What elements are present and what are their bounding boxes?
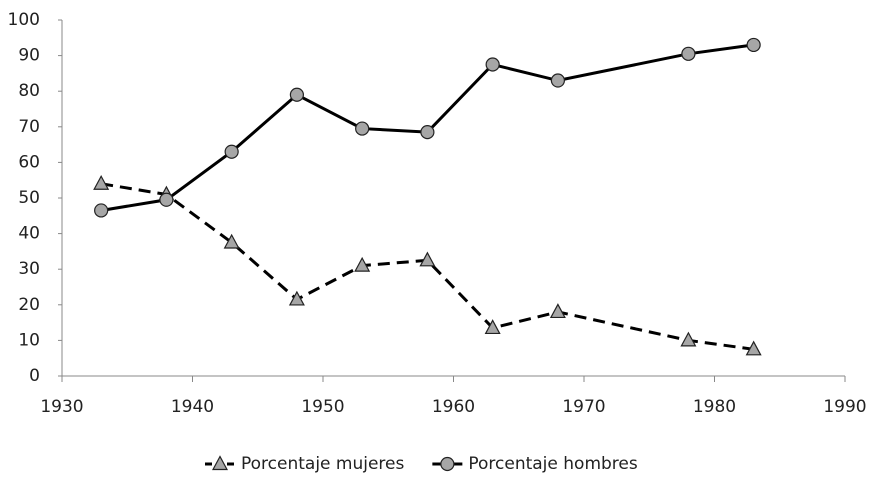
legend-marker bbox=[440, 456, 455, 472]
y-tick-label: 10 bbox=[18, 330, 40, 350]
x-tick-label: 1990 bbox=[823, 397, 866, 417]
point bbox=[745, 340, 762, 356]
point bbox=[94, 203, 109, 218]
series-line bbox=[100, 43, 754, 212]
y-tick-label: 80 bbox=[18, 81, 40, 101]
y-tick-label: 50 bbox=[18, 188, 40, 208]
y-tick-label: 70 bbox=[18, 117, 40, 137]
y-tick-label: 40 bbox=[18, 224, 40, 244]
point bbox=[681, 46, 696, 61]
series-line bbox=[100, 182, 754, 351]
y-tick-label: 20 bbox=[18, 295, 40, 315]
legend-marker bbox=[211, 455, 229, 471]
x-tick-label: 1960 bbox=[432, 397, 475, 417]
y-tick-label: 30 bbox=[18, 259, 40, 279]
point bbox=[288, 290, 305, 306]
y-tick-label: 90 bbox=[18, 46, 40, 66]
point bbox=[93, 174, 110, 190]
y-tick-label: 100 bbox=[8, 10, 40, 30]
point bbox=[550, 73, 566, 88]
point bbox=[484, 319, 501, 335]
point bbox=[420, 125, 435, 140]
point bbox=[223, 233, 240, 249]
point bbox=[549, 303, 566, 319]
point bbox=[289, 87, 304, 102]
x-tick-label: 1940 bbox=[171, 397, 214, 417]
point bbox=[485, 57, 500, 72]
legend-label: Porcentaje hombres bbox=[468, 454, 638, 474]
x-tick-label: 1930 bbox=[40, 397, 83, 417]
y-tick-label: 0 bbox=[29, 366, 40, 386]
y-tick-label: 60 bbox=[18, 152, 40, 172]
point bbox=[224, 144, 239, 159]
legend-label: Porcentaje mujeres bbox=[241, 454, 405, 474]
point bbox=[680, 331, 697, 347]
point bbox=[419, 251, 436, 267]
x-tick-label: 1950 bbox=[301, 397, 344, 417]
point bbox=[354, 256, 371, 272]
point bbox=[355, 121, 370, 136]
x-tick-label: 1980 bbox=[693, 397, 736, 417]
point bbox=[746, 37, 761, 53]
point bbox=[159, 192, 174, 207]
x-tick-label: 1970 bbox=[562, 397, 605, 417]
